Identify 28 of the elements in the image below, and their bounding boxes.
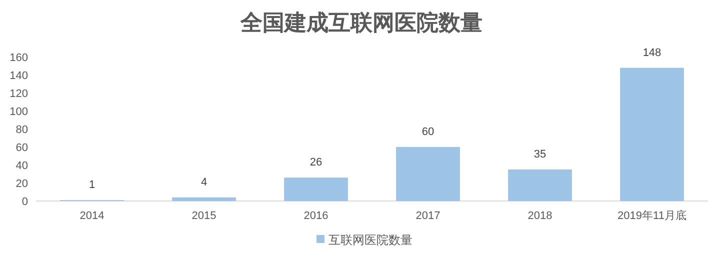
x-tick-label: 2019年11月底 (618, 209, 686, 222)
bar (620, 68, 684, 201)
bar (508, 170, 572, 201)
y-tick-label: 0 (22, 196, 28, 208)
x-tick-label: 2016 (304, 210, 328, 222)
data-label: 26 (310, 156, 322, 169)
y-tick-label: 20 (16, 178, 28, 190)
bar (396, 147, 460, 201)
bar (172, 197, 236, 201)
data-label: 60 (422, 126, 434, 138)
data-label: 148 (642, 46, 662, 59)
y-tick-label: 80 (16, 124, 28, 136)
legend-label: 互联网医院数量 (328, 233, 412, 247)
x-tick-label: 2015 (192, 210, 216, 222)
x-tick-label: 2018 (528, 210, 552, 222)
y-tick-label: 120 (10, 88, 28, 100)
data-label: 1 (88, 179, 96, 192)
x-tick-label: 2014 (80, 210, 104, 222)
chart-title: 全国建成互联网医院数量 (240, 10, 482, 35)
y-tick-label: 40 (16, 160, 28, 172)
y-tick-label: 160 (10, 52, 28, 64)
x-tick-label: 2017 (416, 210, 440, 222)
data-label: 35 (534, 148, 546, 160)
bar (284, 178, 348, 201)
data-label: 4 (200, 176, 208, 188)
y-tick-label: 60 (16, 142, 28, 154)
y-tick-label: 100 (10, 106, 28, 118)
y-tick-label: 140 (10, 70, 28, 82)
